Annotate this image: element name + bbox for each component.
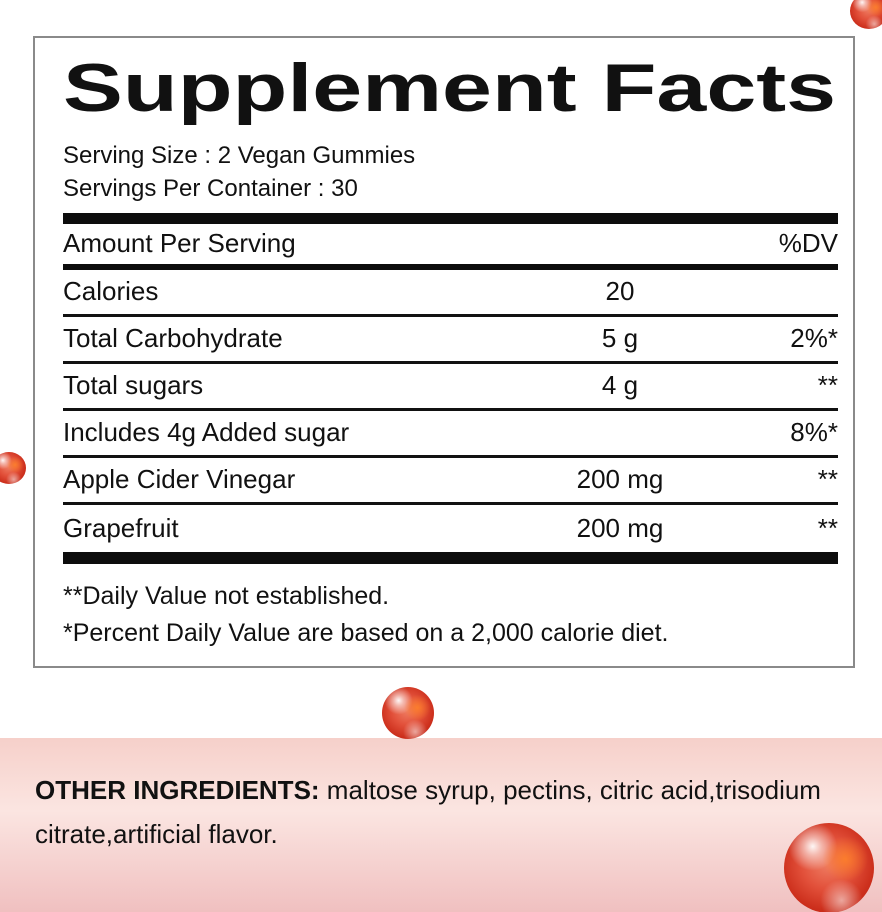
nutrient-dv: ** [817,370,838,401]
gummy-icon [784,823,874,912]
table-row: Total sugars 4 g ** [63,364,838,411]
nutrient-amount: 20 [605,276,635,307]
nutrient-amount: 200 mg [576,512,664,543]
gummy-icon [382,687,434,739]
table-row: Includes 4g Added sugar 8%* [63,411,838,458]
other-ingredients-label: OTHER INGREDIENTS: [35,775,320,805]
facts-rows: Calories 20 Total Carbohydrate 5 g 2%* Total … [63,270,838,552]
header-dv: %DV [778,228,838,259]
nutrient-dv: ** [817,512,838,543]
table-row: Total Carbohydrate 5 g 2%* [63,317,838,364]
gummy-icon [850,0,882,29]
divider-thick-top [63,212,838,224]
nutrient-name: Apple Cider Vinegar [63,464,296,495]
nutrient-name: Includes 4g Added sugar [63,417,350,448]
nutrient-name: Grapefruit [63,512,179,543]
other-ingredients-text: OTHER INGREDIENTS: maltose syrup, pectin… [0,738,882,856]
serving-size: Serving Size : 2 Vegan Gummies [63,141,416,169]
gummy-icon [0,452,26,484]
servings-per-container: Servings Per Container : 30 [63,174,358,202]
other-ingredients-list: maltose syrup, pectins, citric acid,tris… [35,775,821,849]
nutrient-amount: 200 mg [576,464,664,495]
nutrient-dv: ** [817,464,838,495]
nutrient-dv: 2%* [790,323,838,354]
nutrient-amount: 4 g [601,370,639,401]
facts-content: Supplement Facts Serving Size : 2 Vegan … [63,54,838,652]
nutrient-name: Total sugars [63,370,204,401]
serving-info: Serving Size : 2 Vegan Gummies Servings … [63,139,838,205]
divider-thick-bottom [63,551,838,564]
nutrient-amount: 5 g [601,323,639,354]
footnote-percent-dv: *Percent Daily Value are based on a 2,00… [63,618,669,647]
facts-title: Supplement Facts [63,50,837,126]
nutrient-name: Total Carbohydrate [63,323,283,354]
footnotes: **Daily Value not established. *Percent … [63,578,838,652]
footnote-daily-value: **Daily Value not established. [63,581,390,610]
table-row: Apple Cider Vinegar 200 mg ** [63,458,838,505]
other-ingredients-band: OTHER INGREDIENTS: maltose syrup, pectin… [0,738,882,912]
supplement-facts-panel: Supplement Facts Serving Size : 2 Vegan … [33,36,855,668]
nutrient-name: Calories [63,276,159,307]
header-amount-per-serving: Amount Per Serving [63,228,296,259]
nutrient-dv: 8%* [790,417,838,448]
table-row: Grapefruit 200 mg ** [63,505,838,552]
table-row: Calories 20 [63,270,838,317]
facts-header-row: Amount Per Serving %DV [63,224,838,270]
